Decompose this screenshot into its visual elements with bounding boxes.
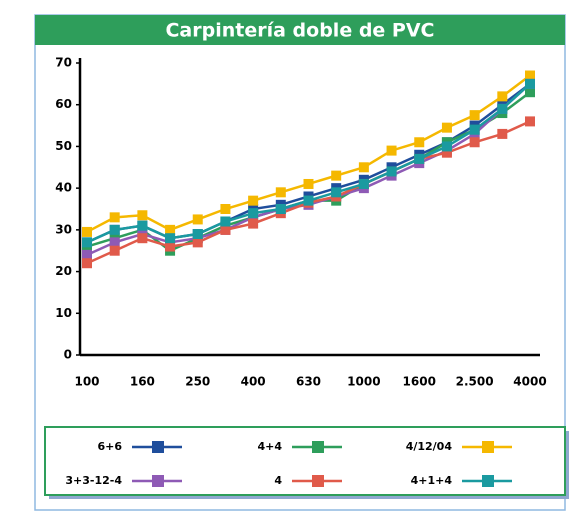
y-tick-label: 50	[55, 139, 72, 153]
data-point	[414, 153, 425, 164]
x-tick-label: 100	[74, 375, 99, 389]
x-tick-label: 160	[130, 375, 155, 389]
x-tick-label: 250	[185, 375, 210, 389]
data-point	[248, 208, 259, 219]
data-point	[525, 116, 535, 127]
legend	[44, 426, 566, 496]
legend-label: 6+6	[97, 440, 122, 453]
x-tick-label: 2.500	[456, 375, 494, 389]
data-point	[414, 137, 425, 148]
y-tick-label: 0	[64, 348, 72, 362]
data-point	[525, 87, 535, 98]
data-point	[497, 91, 508, 102]
legend-label: 4+4	[257, 440, 282, 453]
data-point	[469, 124, 480, 135]
data-point	[497, 103, 508, 114]
legend-label: 4+1+4	[411, 474, 453, 487]
x-tick-label: 630	[296, 375, 321, 389]
data-point	[192, 214, 203, 225]
x-tick-label: 1000	[347, 375, 380, 389]
y-tick-label: 70	[55, 56, 72, 70]
data-point	[469, 137, 480, 148]
data-point	[525, 70, 535, 81]
data-point	[137, 210, 148, 221]
data-point	[82, 249, 92, 260]
data-point	[441, 122, 452, 133]
y-tick-label: 60	[55, 97, 72, 111]
data-point	[248, 218, 259, 229]
legend-marker	[312, 475, 324, 487]
x-tick-label: 400	[241, 375, 266, 389]
data-point	[165, 224, 176, 235]
data-point	[358, 162, 369, 173]
data-point	[192, 229, 203, 240]
data-point	[497, 128, 508, 139]
data-point	[192, 237, 203, 248]
data-point	[303, 195, 314, 206]
legend-label: 3+3-12-4	[65, 474, 122, 487]
y-tick-label: 20	[55, 264, 72, 278]
data-point	[109, 245, 120, 256]
legend-marker	[152, 475, 164, 487]
y-tick-label: 30	[55, 222, 72, 236]
data-point	[386, 145, 397, 156]
data-point	[386, 166, 397, 177]
data-point	[165, 233, 176, 244]
legend-label: 4	[274, 474, 282, 487]
data-point	[220, 204, 231, 214]
data-point	[275, 187, 286, 198]
data-point	[220, 224, 231, 235]
data-point	[165, 241, 176, 252]
data-point	[525, 78, 535, 89]
data-point	[248, 195, 259, 206]
data-point	[82, 258, 92, 269]
data-point	[109, 237, 120, 248]
data-point	[469, 110, 480, 121]
data-point	[441, 147, 452, 158]
title-bar	[35, 15, 565, 45]
legend-marker	[312, 441, 324, 453]
y-tick-label: 40	[55, 181, 72, 195]
data-point	[82, 226, 92, 237]
data-point	[331, 187, 342, 198]
data-point	[82, 237, 92, 248]
y-tick-label: 10	[55, 306, 72, 320]
data-point	[303, 178, 314, 189]
data-point	[137, 220, 148, 231]
legend-label: 4/12/04	[406, 440, 453, 453]
legend-marker	[482, 475, 494, 487]
data-point	[137, 233, 148, 244]
x-tick-label: 4000	[513, 375, 546, 389]
data-point	[109, 212, 120, 223]
legend-marker	[482, 441, 494, 453]
data-point	[331, 170, 342, 181]
x-tick-label: 1600	[403, 375, 436, 389]
data-point	[220, 216, 231, 227]
data-point	[109, 224, 120, 235]
data-point	[441, 141, 452, 152]
data-point	[358, 178, 369, 189]
data-point	[275, 204, 286, 214]
legend-marker	[152, 441, 164, 453]
chart-title: Carpintería doble de PVC	[165, 20, 434, 42]
